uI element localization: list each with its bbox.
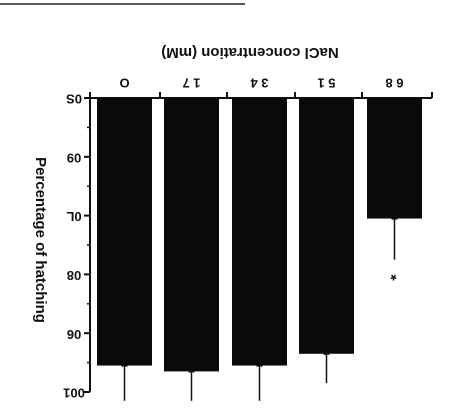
category-tick-labels: O 1 7 3 4 5 1 6 8 (119, 76, 403, 91)
category-tick-label: 3 4 (250, 76, 269, 91)
bar (164, 98, 219, 372)
category-tick-label: 6 8 (385, 76, 403, 91)
bar (367, 98, 422, 219)
value-tick-label: 09 (67, 150, 81, 165)
category-tick-label: O (119, 76, 129, 91)
category-tick-label: 1 7 (182, 76, 200, 91)
value-tick-label: 0S (66, 92, 82, 107)
value-tick-label: 08 (67, 268, 81, 283)
value-axis (84, 97, 91, 393)
x-axis-title: NaCl concentration (mM) (161, 44, 339, 61)
bar (97, 98, 152, 366)
significance-mark: * (390, 265, 397, 282)
value-tick-label: 001 (63, 386, 85, 401)
bars (97, 98, 422, 372)
value-tick-labels: 0S 09 0L 08 06 001 (63, 92, 85, 401)
value-tick-label: 0L (66, 209, 81, 224)
category-tick-label: 5 1 (317, 76, 335, 91)
bar (299, 98, 354, 354)
value-tick-label: 06 (67, 327, 81, 342)
significance-marks: * (390, 265, 397, 282)
y-axis-title: Percentage of hatching (32, 157, 49, 323)
bar (232, 98, 287, 366)
category-axis (89, 92, 433, 99)
error-bars (121, 218, 398, 401)
